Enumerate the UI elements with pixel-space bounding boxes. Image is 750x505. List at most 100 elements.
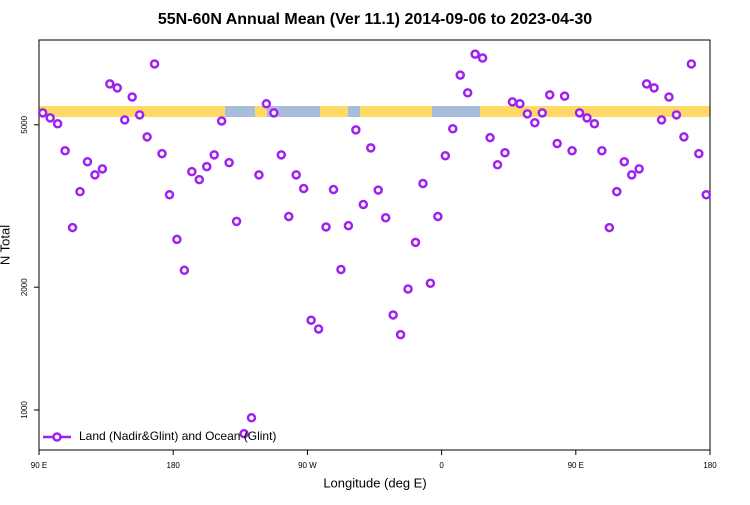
point — [276, 150, 287, 160]
point — [470, 49, 480, 59]
point — [537, 108, 547, 118]
point — [626, 170, 637, 180]
point — [641, 79, 652, 89]
point — [694, 148, 704, 159]
point — [664, 92, 674, 102]
point — [60, 145, 70, 156]
point — [448, 124, 458, 134]
x-tick-label: 90 W — [298, 461, 317, 470]
point — [202, 161, 212, 172]
point — [649, 83, 659, 93]
point — [477, 53, 488, 63]
point — [246, 413, 257, 423]
x-axis-label: Longitude (deg E) — [323, 475, 426, 490]
point — [656, 115, 667, 125]
point — [522, 109, 533, 119]
point — [701, 189, 712, 200]
y-tick-label: 2000 — [20, 278, 29, 296]
point — [388, 310, 398, 320]
point — [261, 99, 272, 109]
point — [380, 212, 391, 223]
point — [194, 174, 205, 185]
point — [328, 184, 339, 195]
point — [462, 88, 473, 98]
point — [239, 428, 249, 439]
point — [52, 119, 63, 129]
point — [321, 222, 331, 232]
point — [269, 108, 279, 118]
point — [492, 160, 503, 170]
point — [343, 220, 354, 231]
point — [67, 222, 78, 233]
point — [112, 83, 123, 93]
point — [209, 150, 219, 160]
y-axis-label: N Total — [0, 225, 12, 265]
point — [105, 79, 115, 89]
point — [336, 264, 346, 275]
point — [298, 183, 309, 194]
point — [216, 116, 227, 126]
point — [172, 234, 182, 245]
point — [395, 329, 406, 340]
point — [425, 278, 436, 288]
point — [351, 125, 361, 135]
x-tick-label: 180 — [703, 461, 717, 470]
point — [597, 145, 607, 156]
point — [119, 115, 130, 125]
point — [574, 108, 585, 118]
point — [440, 150, 451, 161]
point — [134, 110, 145, 120]
x-tick-label: 180 — [167, 461, 181, 470]
point — [90, 170, 100, 180]
point — [567, 145, 577, 156]
point — [284, 211, 294, 222]
point — [604, 222, 615, 233]
point — [358, 199, 369, 210]
point — [157, 148, 167, 159]
point — [507, 97, 518, 107]
point — [373, 185, 383, 195]
point — [306, 315, 316, 325]
x-tick-label: 90 E — [31, 461, 47, 470]
point — [671, 110, 682, 120]
point — [544, 90, 555, 100]
point — [433, 211, 443, 222]
point — [403, 284, 413, 294]
point — [37, 108, 48, 118]
point — [559, 91, 570, 101]
chart-title: 55N-60N Annual Mean (Ver 11.1) 2014-09-0… — [158, 11, 592, 28]
point — [291, 170, 301, 180]
point — [231, 216, 242, 227]
point — [254, 170, 264, 180]
point — [552, 138, 562, 149]
x-tick-label: 90 E — [568, 461, 584, 470]
point — [410, 237, 421, 248]
y-tick-label: 1000 — [20, 401, 29, 419]
point — [686, 59, 697, 69]
x-tick-label: 0 — [439, 461, 444, 470]
point — [313, 324, 324, 334]
point — [500, 148, 510, 158]
legend-marker — [52, 432, 62, 442]
point — [418, 178, 428, 189]
point — [224, 157, 234, 168]
land-ocean-strip — [39, 106, 710, 117]
point — [97, 164, 108, 174]
point — [75, 186, 85, 197]
point — [582, 113, 592, 123]
point — [82, 156, 93, 167]
point — [179, 265, 190, 276]
point — [485, 132, 495, 143]
point — [366, 143, 376, 153]
point — [679, 132, 689, 142]
point — [634, 164, 644, 174]
point — [619, 156, 630, 167]
y-tick-label: 5000 — [20, 115, 29, 133]
point — [515, 99, 525, 109]
legend-label: Land (Nadir&Glint) and Ocean (Glint) — [79, 429, 276, 443]
point — [142, 132, 152, 142]
point — [612, 186, 622, 197]
plot-frame — [38, 39, 711, 451]
